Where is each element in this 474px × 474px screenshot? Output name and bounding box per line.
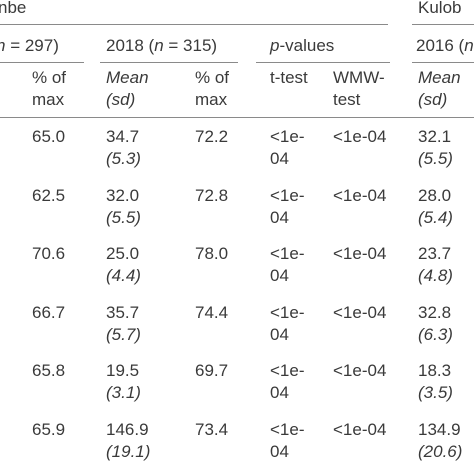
cell-wmw: <1e-04 [333,361,387,380]
cell-ttest-line1: <1e- [270,244,305,263]
cell-ttest-line1: <1e- [270,361,305,380]
year-underline-right [412,62,474,63]
col-2018-rest: = 315) [163,36,218,55]
subheader-wmw: WMW-test [333,67,385,111]
cell-sd-2016-right: (20.6) [418,441,463,461]
cell-pct-2016: 65.0 [32,127,66,146]
cell-ttest-line2: 04 [270,207,289,227]
cell-ttest-line2: 04 [270,324,289,344]
group-header-right: Kulob [418,0,462,17]
subheader-ttest: t-test [270,68,308,87]
col-header-2016-right: 2016 (n [416,35,474,57]
header-bottom-rule [0,117,474,118]
cell-mean-2018: 146.9 [106,419,149,439]
cell-ttest-line2: 04 [270,383,289,402]
cell-sd-2018: (19.1) [106,441,151,461]
pct2-line1: % of [195,68,230,87]
cell-pct-2018: 74.4 [195,302,229,322]
col-2016-left-rest: = 297) [5,36,59,55]
col-2018-n: n [154,36,164,55]
cell-sd-2016-right: (5.5) [418,149,453,168]
year-underline-pvalues [256,62,390,63]
col-pvalues-p: p [270,36,280,55]
col-2016-right-year: 2016 ( [416,36,465,55]
cell-pct-2016: 66.7 [32,302,66,322]
cell-sd-2016-right: (6.3) [418,324,453,344]
cell-sd-2018: (5.3) [106,149,141,168]
cell-sd-2018: (3.1) [106,383,141,402]
cell-sd-2016-right: (3.5) [418,383,453,402]
cell-mean-2016-right: 32.1 [418,127,452,146]
sd-right-line2: (sd) [418,90,448,109]
cell-mean-2018: 19.5 [106,361,140,380]
cell-mean-2016-right: 28.0 [418,185,452,205]
mean-line1: Mean [106,68,149,87]
cell-ttest-line2: 04 [270,266,289,285]
cell-sd-2018: (4.4) [106,266,141,285]
col-2016-right-n: n [464,36,474,55]
cell-mean-2016-right: 134.9 [418,419,461,439]
group-header-left: nbe [0,0,27,17]
cell-pct-2016: 70.6 [32,244,66,263]
col-2018-year: 2018 ( [106,36,155,55]
year-underline-1 [0,62,84,63]
year-underline-2018 [100,62,238,63]
cell-pct-2016: 65.8 [32,361,66,380]
cell-mean-2018: 25.0 [106,244,140,263]
col-pvalues-rest: -values [279,36,335,55]
cell-mean-2018: 32.0 [106,185,140,205]
cell-wmw: <1e-04 [333,185,387,205]
mean-right-line1: Mean [418,68,461,87]
cell-mean-2018: 35.7 [106,302,140,322]
col-header-2018: 2018 (n = 315) [106,35,217,57]
cell-pct-2018: 72.2 [195,127,229,146]
cell-pct-2018: 78.0 [195,244,229,263]
cell-pct-2018: 73.4 [195,419,229,439]
wmw-line1: WMW- [333,68,385,87]
cell-ttest-line1: <1e- [270,127,305,146]
cell-mean-2016-right: 32.8 [418,302,452,322]
pct-line2: max [32,90,65,109]
sd-line2: (sd) [106,90,136,109]
cell-wmw: <1e-04 [333,244,387,263]
col-header-pvalues: p-values [270,35,334,57]
cell-wmw: <1e-04 [333,302,387,322]
cell-sd-2016-right: (5.4) [418,207,453,227]
group-underline-right [412,24,474,25]
subheader-mean-sd-right: Mean (sd) [418,67,461,111]
cell-mean-2016-right: 23.7 [418,244,452,263]
wmw-line2: test [333,90,361,109]
cell-pct-2018: 72.8 [195,185,229,205]
cell-pct-2016: 62.5 [32,185,66,205]
subheader-pct-max-2016: % of max [32,67,66,111]
cell-ttest-line1: <1e- [270,302,305,322]
cell-pct-2018: 69.7 [195,361,229,380]
cell-pct-2016: 65.9 [32,419,66,439]
cell-mean-2018: 34.7 [106,127,140,146]
cell-sd-2018: (5.5) [106,207,141,227]
cell-sd-2018: (5.7) [106,324,141,344]
cell-ttest-line2: 04 [270,149,289,168]
n-italic-left: n [0,36,5,55]
cell-sd-2016-right: (4.8) [418,266,453,285]
cell-ttest-line2: 04 [270,441,289,461]
pct-line1: % of [32,68,67,87]
cell-ttest-line1: <1e- [270,419,305,439]
subheader-pct-max-2018: % of max [195,67,229,111]
subheader-mean-sd-2018: Mean (sd) [106,67,149,111]
pct2-line2: max [195,90,228,109]
cell-wmw: <1e-04 [333,419,387,439]
col-header-2016-left: n = 297) [0,35,59,57]
cell-wmw: <1e-04 [333,127,387,146]
group-underline-left [0,24,388,25]
cell-mean-2016-right: 18.3 [418,361,452,380]
cell-ttest-line1: <1e- [270,185,305,205]
